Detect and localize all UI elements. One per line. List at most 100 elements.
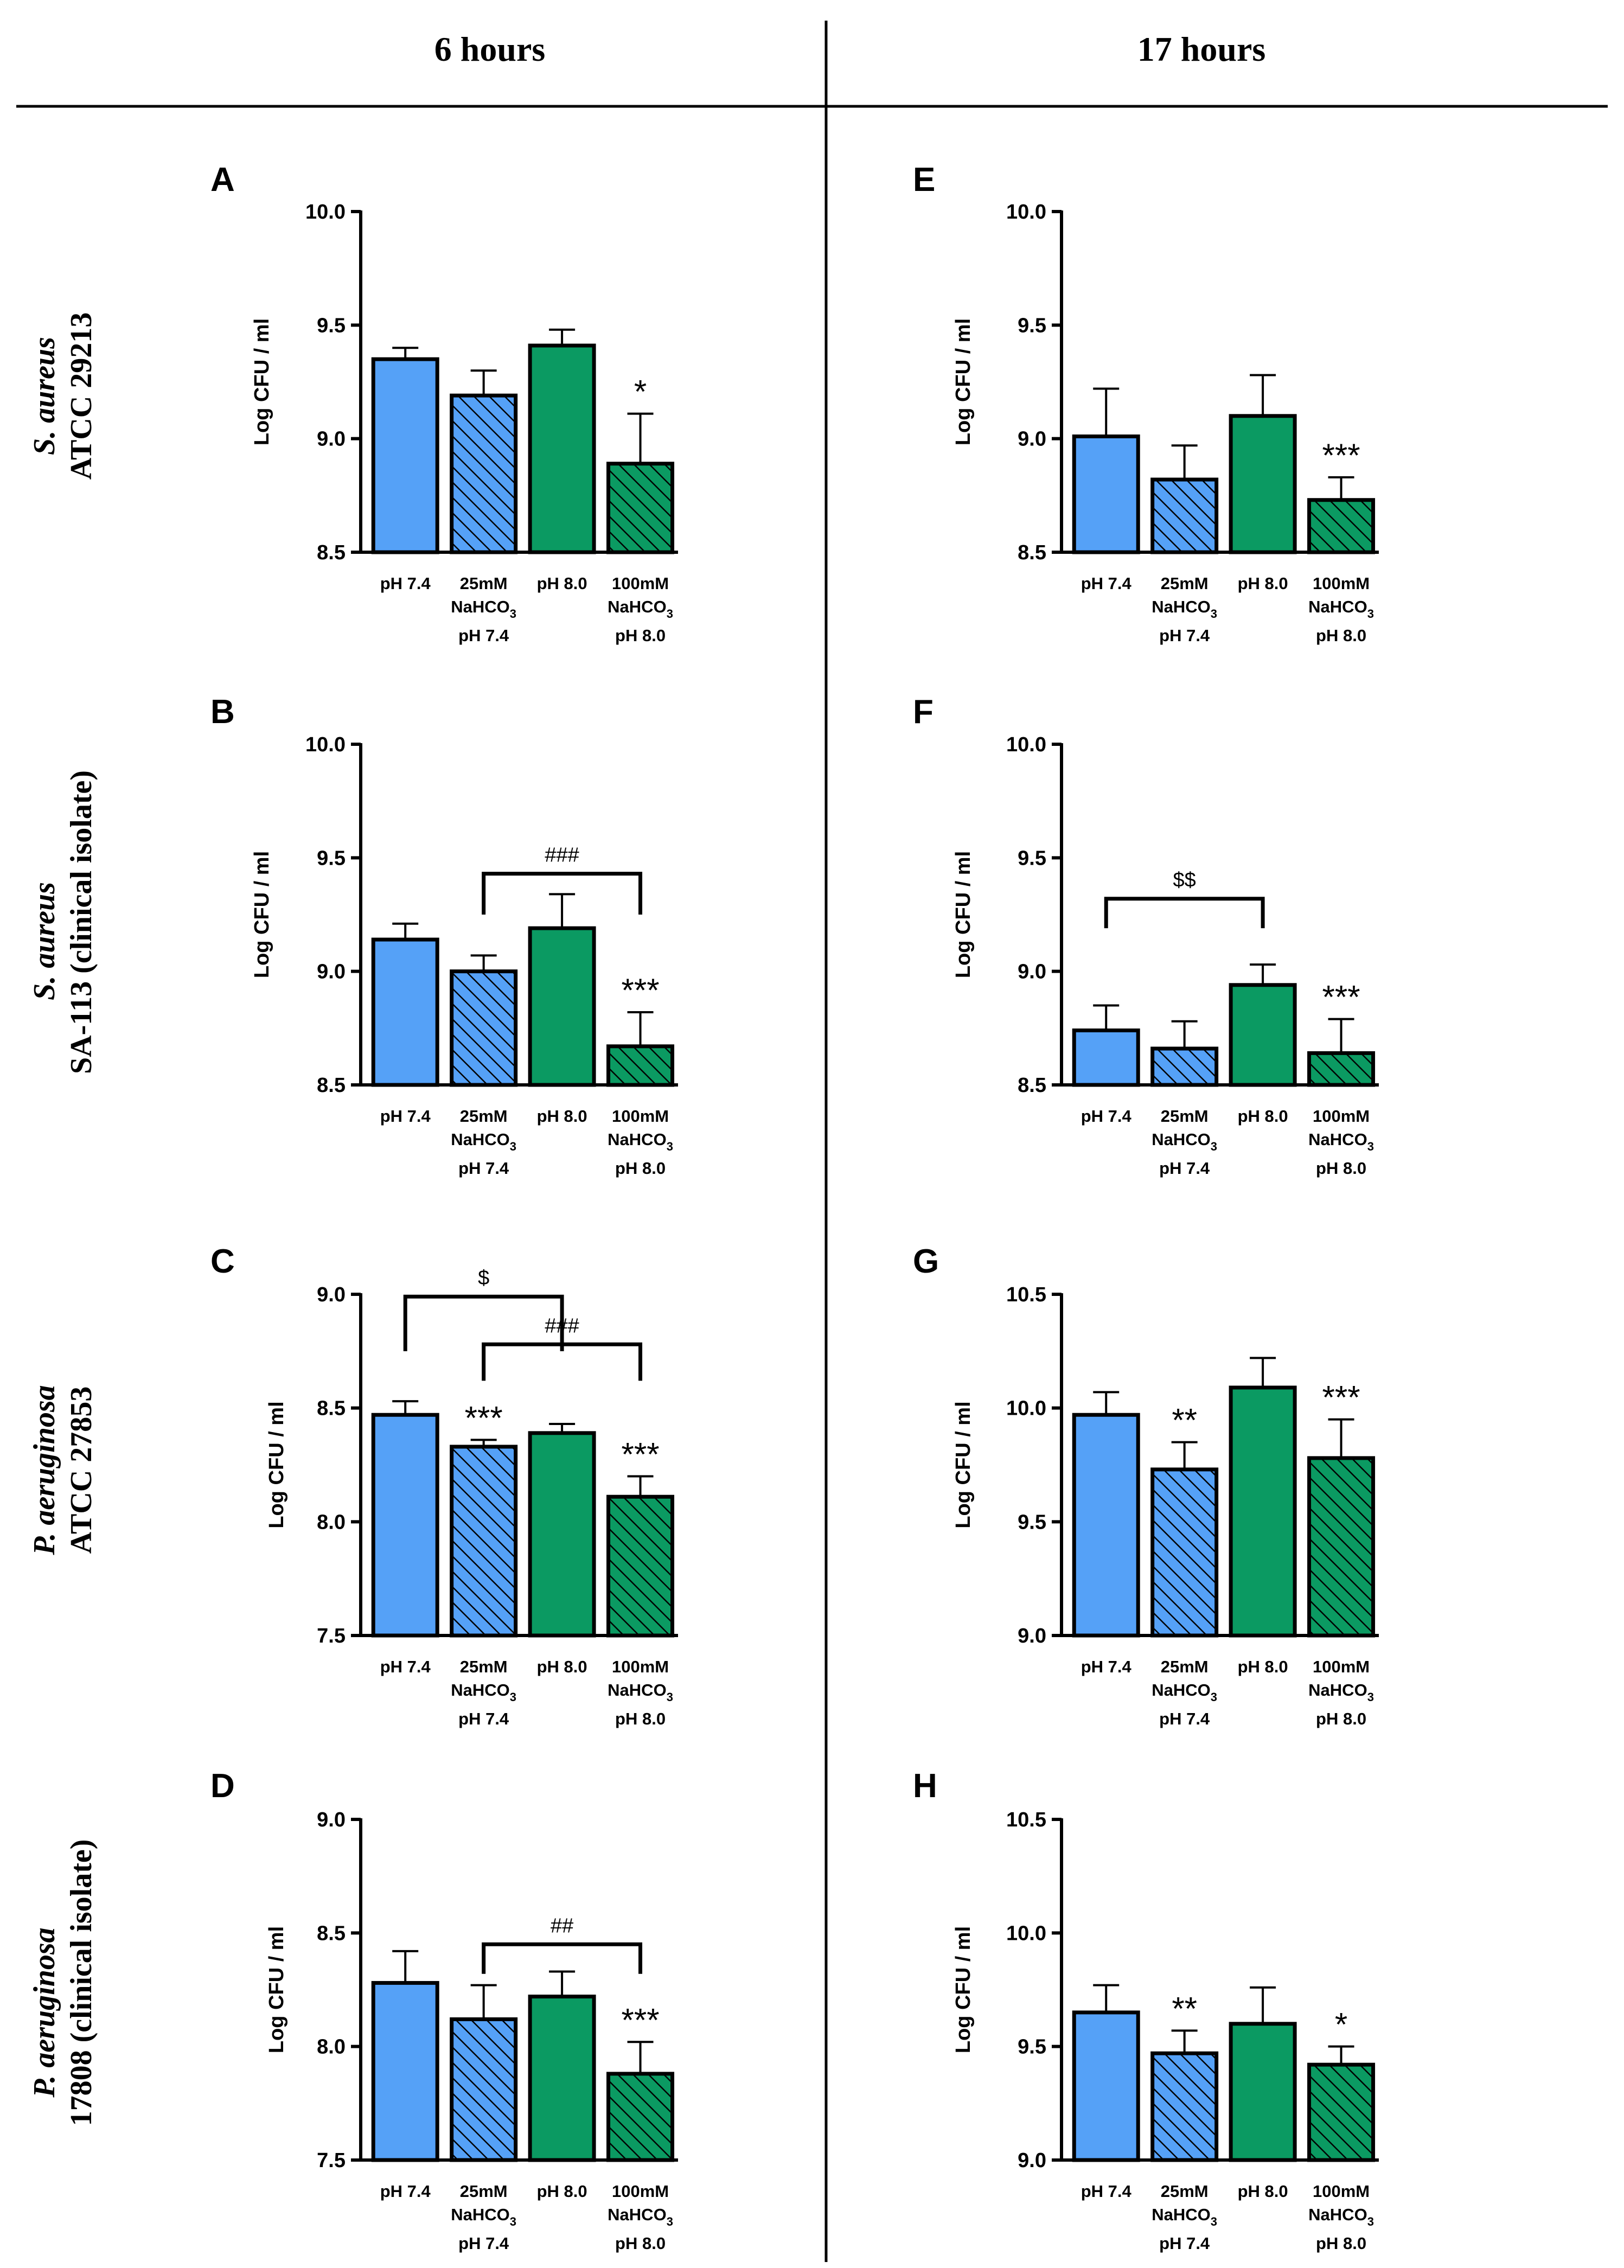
bar-h-3 <box>1307 2062 1376 2162</box>
y-axis-label-b: Log CFU / ml <box>251 851 273 978</box>
x-tick-label-g-0: pH 7.4 <box>1081 1657 1132 1676</box>
bar-b-2 <box>528 926 596 1087</box>
x-tick-label-c-2: pH 8.0 <box>537 1657 587 1676</box>
row-label-strain-2: ATCC 27853 <box>65 1387 98 1554</box>
bracket-label-c-1: ### <box>545 1314 579 1337</box>
bar-e-1 <box>1150 477 1219 554</box>
y-tick-label-d: 9.0 <box>317 1809 346 1831</box>
panel-d: D Log CFU / ml 7.5 8.0 8.5 9.0 pH 7.4 25mM NaHCO… <box>210 1767 678 2253</box>
bar-c-3 <box>606 1494 675 1638</box>
x-tick-label-d-1: 25mM NaHCO3 pH 7.4 <box>451 2182 516 2253</box>
x-tick-label-a-1: 25mM NaHCO3 pH 7.4 <box>451 574 516 645</box>
significance-h-3: * <box>1335 2007 1347 2043</box>
row-label-species-0: S. aureus <box>28 337 61 455</box>
x-tick-label-f-3: 100mM NaHCO3 pH 8.0 <box>1308 1107 1374 1178</box>
significance-g-1: ** <box>1172 1402 1197 1439</box>
panel-letter-g: G <box>913 1243 939 1280</box>
bracket-label-c-0: $ <box>478 1267 489 1289</box>
significance-a-3: * <box>634 374 647 410</box>
row-label-species-1: S. aureus <box>28 882 61 1000</box>
x-tick-label-b-2: pH 8.0 <box>537 1107 587 1126</box>
y-tick-label-c: 7.5 <box>317 1625 346 1647</box>
bar-h-2 <box>1229 2022 1297 2162</box>
bar-d-2 <box>528 1995 596 2162</box>
bar-e-0 <box>1072 434 1140 554</box>
y-tick-label-h: 9.5 <box>1018 2036 1046 2059</box>
column-header-6h: 6 hours <box>434 30 546 68</box>
x-tick-label-a-0: pH 7.4 <box>380 574 431 593</box>
bar-e-2 <box>1229 414 1297 554</box>
y-axis-label-c: Log CFU / ml <box>265 1401 288 1528</box>
panel-e: E Log CFU / ml 8.5 9.0 9.5 10.0 pH 7.4 25mM NaHC… <box>913 161 1379 645</box>
bar-a-3 <box>606 462 675 554</box>
y-axis-label-f: Log CFU / ml <box>952 851 975 978</box>
panel-letter-a: A <box>210 161 235 199</box>
x-tick-label-h-0: pH 7.4 <box>1081 2182 1132 2201</box>
y-tick-label-e: 9.5 <box>1018 314 1046 337</box>
bracket-c-1 <box>482 1342 643 1381</box>
bar-a-2 <box>528 343 596 554</box>
y-tick-label-c: 8.5 <box>317 1397 346 1420</box>
y-axis-label-e: Log CFU / ml <box>952 318 975 445</box>
panel-h: H Log CFU / ml 9.0 9.5 10.0 10.5 pH 7.4 ** 25mM N… <box>913 1767 1379 2253</box>
y-tick-label-f: 8.5 <box>1018 1074 1046 1097</box>
bar-g-1 <box>1150 1467 1219 1638</box>
significance-d-3: *** <box>622 2002 660 2038</box>
y-tick-label-f: 9.0 <box>1018 961 1046 983</box>
y-tick-label-d: 8.5 <box>317 1922 346 1945</box>
bar-d-0 <box>371 1980 439 2162</box>
y-tick-label-c: 9.0 <box>317 1283 346 1306</box>
bar-b-1 <box>450 969 518 1087</box>
row-label-strain-3: 17808 (clinical isolate) <box>65 1839 98 2126</box>
bar-c-1 <box>450 1445 518 1638</box>
x-tick-label-f-1: 25mM NaHCO3 pH 7.4 <box>1152 1107 1217 1178</box>
y-tick-label-a: 9.0 <box>317 428 346 451</box>
significance-b-3: *** <box>622 972 660 1008</box>
bar-f-0 <box>1072 1028 1140 1087</box>
bracket-c-0 <box>403 1294 564 1351</box>
panel-letter-e: E <box>913 161 935 199</box>
y-tick-label-a: 9.5 <box>317 314 346 337</box>
y-tick-label-f: 9.5 <box>1018 847 1046 870</box>
bracket-label-f-0: $$ <box>1173 869 1196 892</box>
significance-h-1: ** <box>1172 1990 1197 2027</box>
y-tick-label-d: 8.0 <box>317 2036 346 2059</box>
y-tick-label-b: 8.5 <box>317 1074 346 1097</box>
panel-g: G Log CFU / ml 9.0 9.5 10.0 10.5 pH 7.4 ** 25mM N… <box>913 1243 1379 1728</box>
bar-d-1 <box>450 2017 518 2162</box>
y-axis-label-h: Log CFU / ml <box>952 1926 975 2053</box>
row-label-strain-1: SA-113 (clinical isolate) <box>65 770 98 1074</box>
bar-g-3 <box>1307 1456 1376 1638</box>
y-tick-label-b: 9.0 <box>317 961 346 983</box>
panel-letter-c: C <box>210 1243 235 1280</box>
y-tick-label-h: 10.5 <box>1006 1809 1046 1831</box>
panel-a: A Log CFU / ml 8.5 9.0 9.5 10.0 pH 7.4 25mM NaHC… <box>210 161 678 645</box>
y-tick-label-b: 9.5 <box>317 847 346 870</box>
x-tick-label-b-0: pH 7.4 <box>380 1107 431 1126</box>
panel-letter-d: D <box>210 1767 235 1805</box>
row-label-species-2: P. aeruginosa <box>28 1385 61 1555</box>
x-tick-label-e-3: 100mM NaHCO3 pH 8.0 <box>1308 574 1374 645</box>
panel-c: C Log CFU / ml 7.5 8.0 8.5 9.0 pH 7.4 *** 25mM Na… <box>210 1243 678 1728</box>
bar-f-3 <box>1307 1051 1376 1087</box>
bar-g-2 <box>1229 1385 1297 1638</box>
x-tick-label-c-0: pH 7.4 <box>380 1657 431 1676</box>
y-tick-label-b: 10.0 <box>305 733 346 756</box>
bar-a-1 <box>450 393 518 554</box>
y-tick-label-e: 9.0 <box>1018 428 1046 451</box>
x-tick-label-h-1: 25mM NaHCO3 pH 7.4 <box>1152 2182 1217 2253</box>
y-tick-label-h: 10.0 <box>1006 1922 1046 1945</box>
panel-letter-f: F <box>913 693 934 731</box>
bar-e-3 <box>1307 498 1376 554</box>
y-tick-label-g: 9.5 <box>1018 1511 1046 1534</box>
y-tick-label-g: 9.0 <box>1018 1625 1046 1647</box>
x-tick-label-h-3: 100mM NaHCO3 pH 8.0 <box>1308 2182 1374 2253</box>
y-axis-label-d: Log CFU / ml <box>265 1926 288 2053</box>
bar-b-0 <box>371 937 439 1087</box>
y-tick-label-a: 8.5 <box>317 541 346 564</box>
x-tick-label-e-2: pH 8.0 <box>1238 574 1288 593</box>
y-tick-label-e: 8.5 <box>1018 541 1046 564</box>
significance-e-3: *** <box>1322 437 1360 474</box>
x-tick-label-b-1: 25mM NaHCO3 pH 7.4 <box>451 1107 516 1178</box>
